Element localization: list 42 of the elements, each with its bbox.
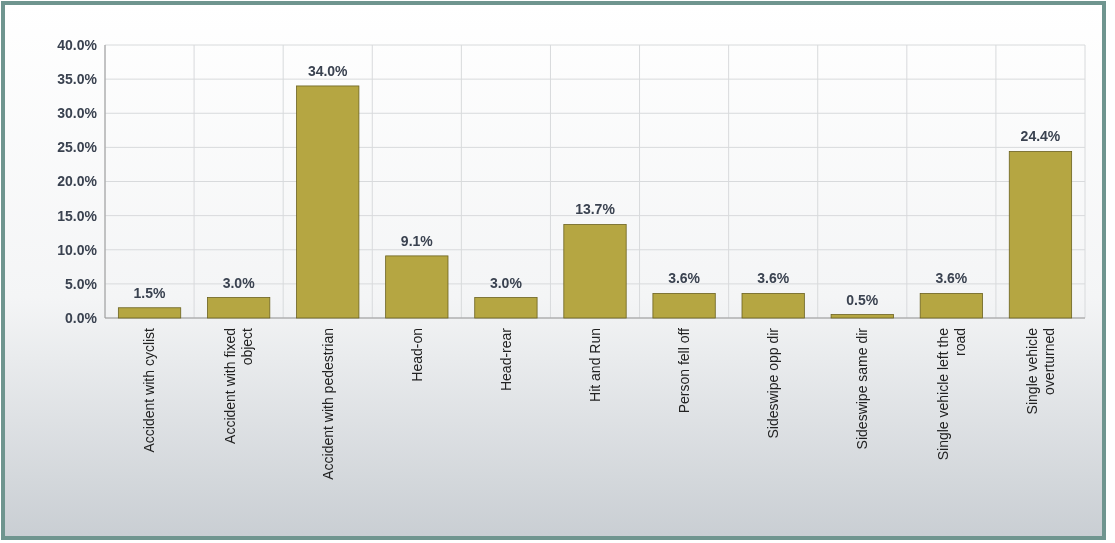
data-label: 3.6% [757, 270, 790, 287]
x-tick-label: Person fell off [675, 327, 692, 414]
x-tick-label: Single vehicle overturned [1023, 327, 1057, 415]
bar [385, 255, 449, 319]
bar [296, 85, 360, 319]
y-tick-label: 40.0% [57, 36, 98, 53]
x-tick-label: Accident with pedestrian [319, 328, 336, 480]
y-tick-label: 25.0% [57, 139, 98, 156]
data-label: 3.0% [222, 274, 256, 291]
data-label: 3.6% [935, 270, 968, 287]
bar [474, 297, 538, 319]
y-tick-label: 5.0% [65, 275, 98, 292]
x-tick-label: Sideswipe same dir [854, 327, 871, 450]
y-tick-label: 15.0% [57, 207, 98, 224]
x-tick-label: Accident with cyclist [141, 327, 158, 453]
x-tick-label: Head-rear [497, 327, 514, 392]
data-label: 3.0% [489, 274, 523, 291]
data-label: 34.0% [307, 62, 349, 79]
x-tick-label: Accident with fixed object [222, 327, 256, 444]
x-tick-label: Hit and Run [586, 328, 603, 402]
data-label: 0.5% [846, 291, 879, 308]
bar [741, 293, 805, 319]
x-tick-label: Sideswipe opp dir [765, 327, 782, 439]
data-label: 13.7% [575, 201, 616, 218]
y-tick-label: 10.0% [57, 241, 98, 258]
bar [1008, 151, 1073, 319]
y-tick-label: 0.0% [65, 309, 98, 326]
bar [117, 307, 182, 319]
x-tick-label: Head-on [408, 328, 425, 382]
bar [207, 297, 271, 319]
data-label: 1.5% [133, 284, 167, 301]
bar [830, 314, 894, 319]
y-tick-label: 30.0% [57, 105, 98, 122]
y-tick-label: 20.0% [57, 173, 98, 190]
data-label: 3.6% [668, 270, 701, 287]
bar [563, 224, 627, 319]
y-tick-label: 35.0% [57, 71, 98, 88]
x-tick-label: Single vehicle left the road [934, 327, 968, 461]
bar [919, 293, 983, 319]
data-label: 9.1% [400, 232, 434, 249]
bar [652, 293, 716, 319]
data-label: 24.4% [1020, 128, 1061, 145]
